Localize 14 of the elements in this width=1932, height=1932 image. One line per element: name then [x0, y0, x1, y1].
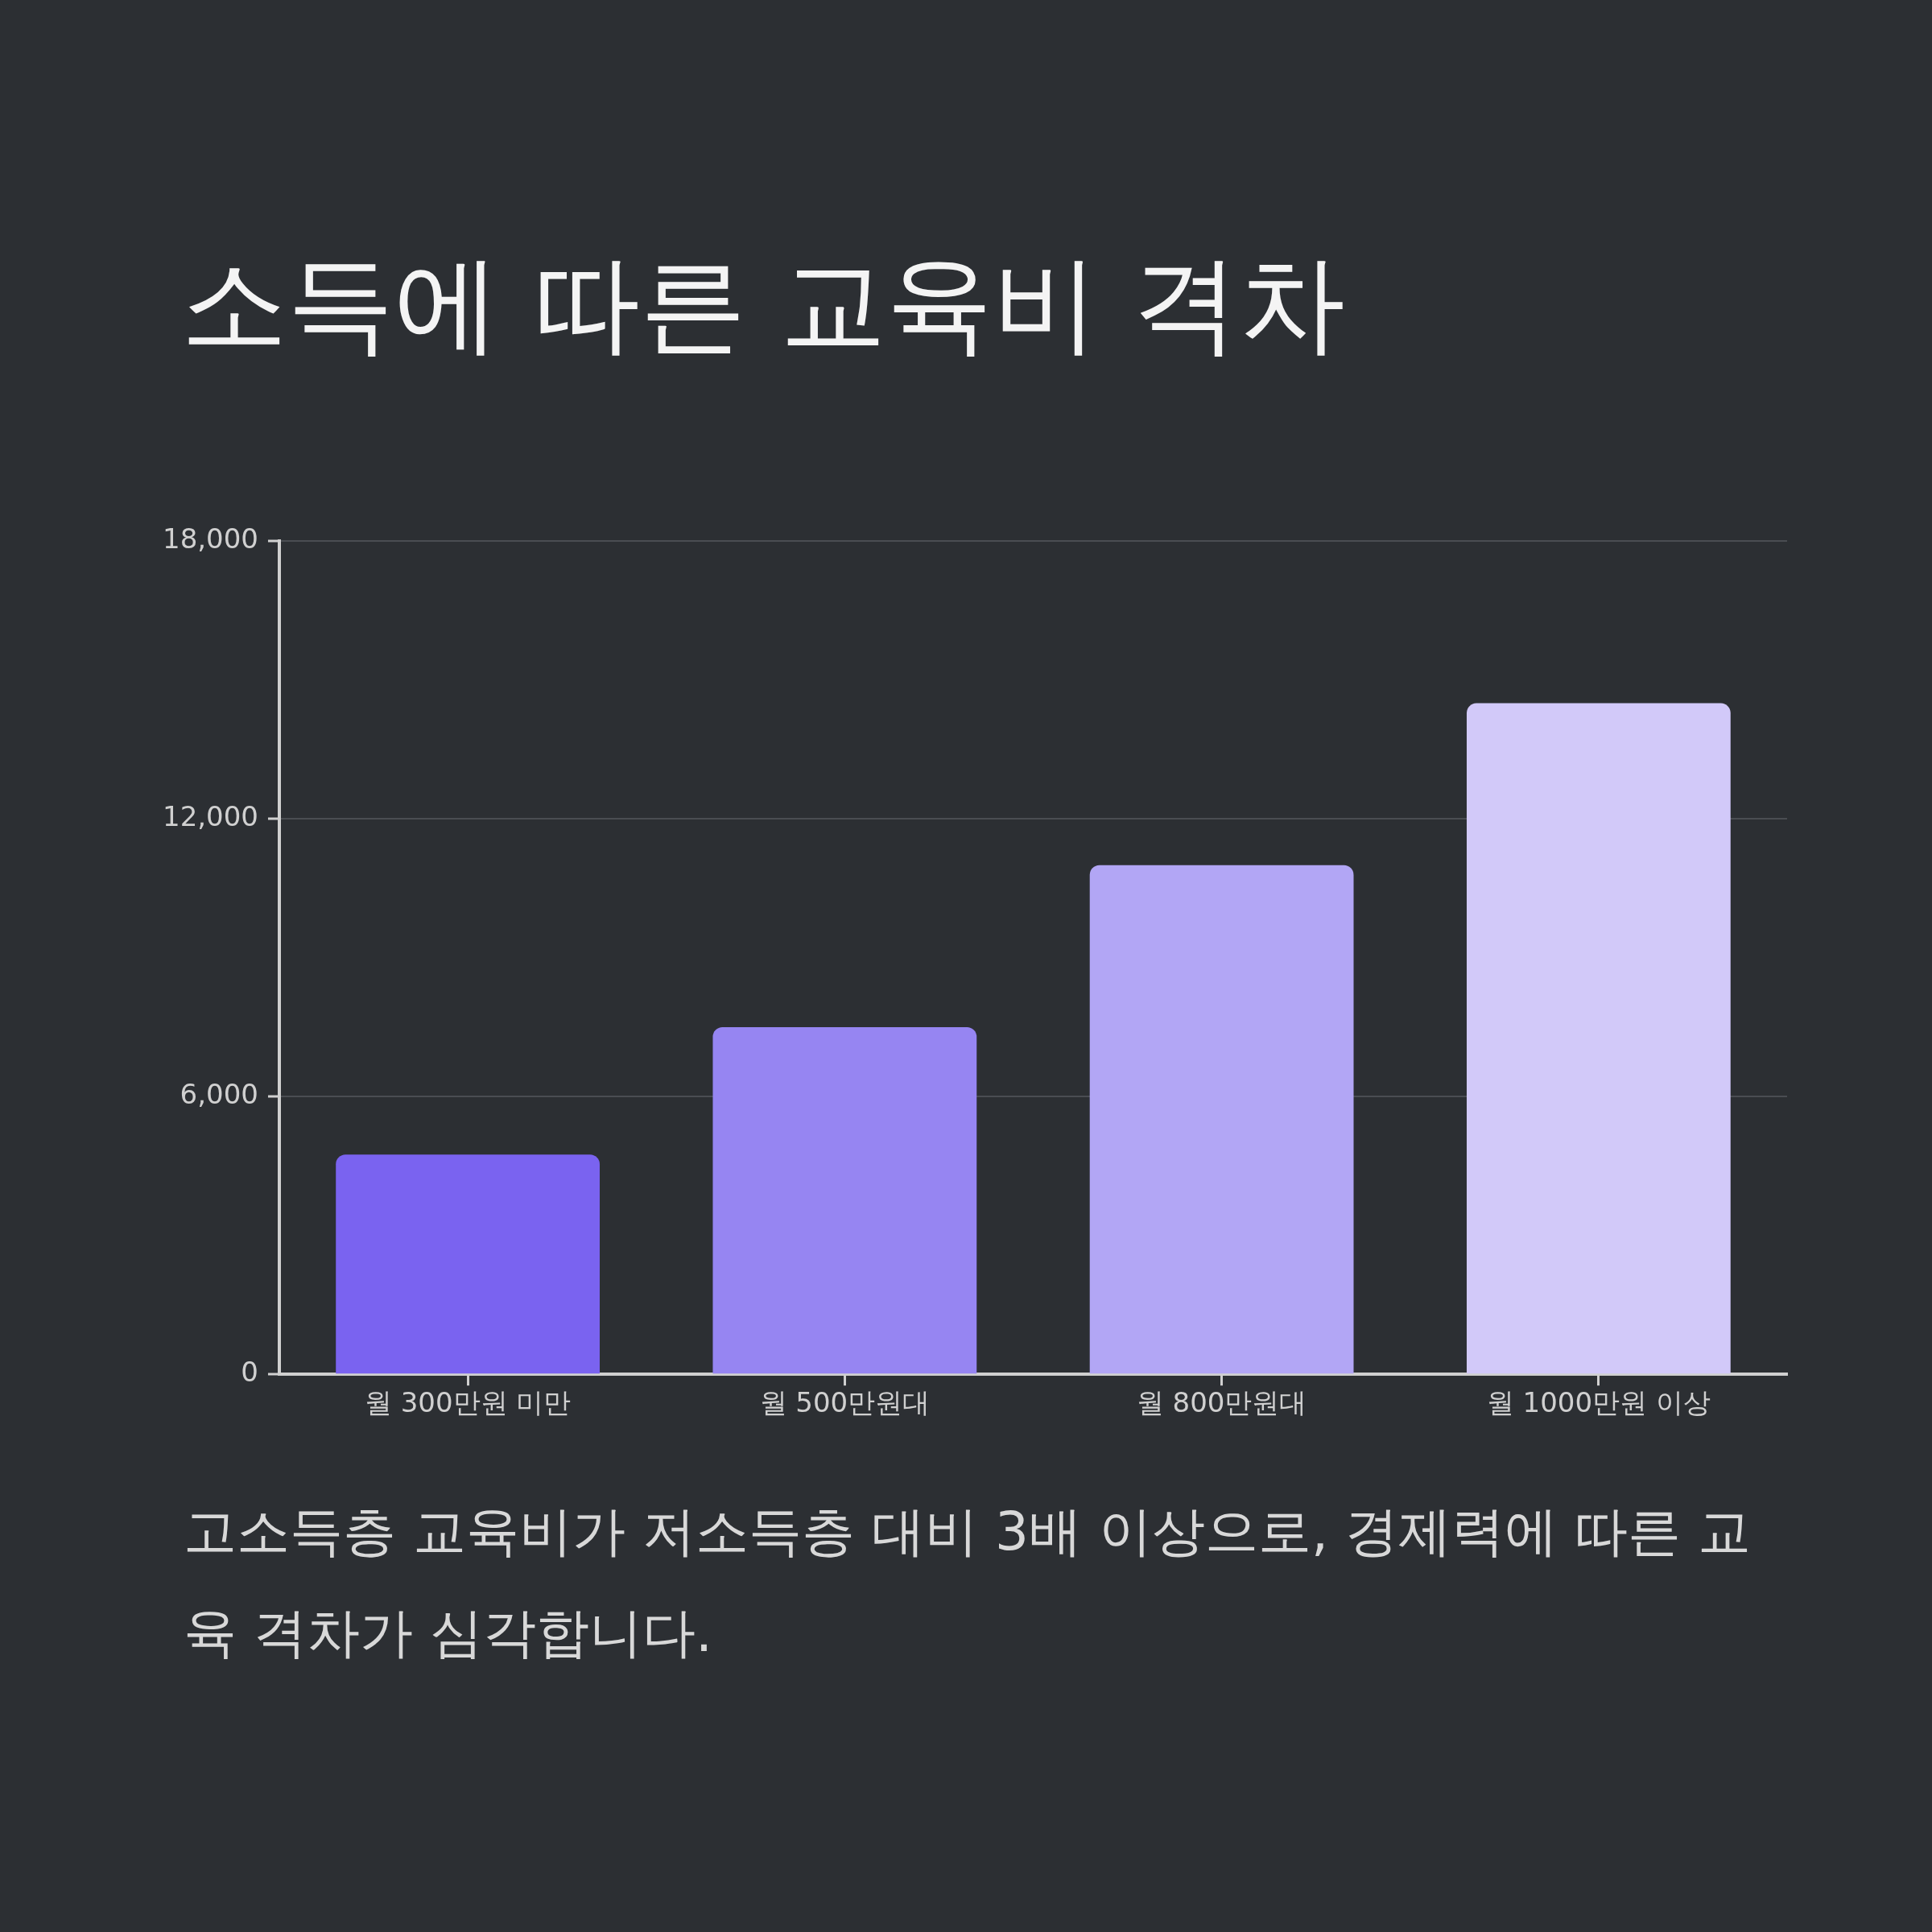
bar — [1089, 865, 1354, 1374]
bar — [1466, 703, 1731, 1374]
x-tick-label: 월 800만원대 — [1136, 1386, 1307, 1419]
x-tick-label: 월 300만원 미만 — [364, 1386, 572, 1419]
chart-title: 소득에 따른 교육비 격차 — [181, 241, 1345, 367]
y-tick-label: 18,000 — [163, 522, 258, 555]
x-tick-label: 월 500만원대 — [759, 1386, 931, 1419]
y-tick-label: 12,000 — [163, 800, 258, 833]
y-tick-label: 0 — [241, 1356, 258, 1389]
y-tick-label: 6,000 — [180, 1078, 258, 1111]
text: 고소득층 교육비가 저소득층 대비 3배 이상으로, 경제력에 따른 교육 격차가 심각합니다. — [184, 1500, 1752, 1666]
bar — [336, 1154, 600, 1374]
x-tick-label: 월 1000만원 이상 — [1486, 1386, 1711, 1419]
bar — [712, 1027, 977, 1374]
